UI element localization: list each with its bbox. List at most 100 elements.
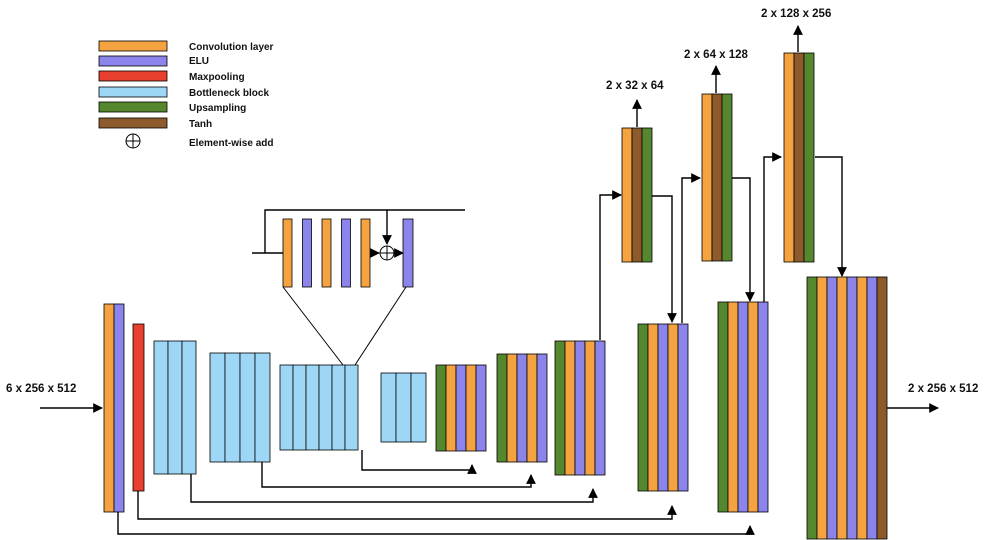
encoder-conv-elu-layer-conv [103, 303, 115, 513]
output-head-1-layer-tanh [631, 127, 643, 263]
legend-item-elu: ELU [98, 55, 209, 67]
to-head3-arrow [763, 152, 782, 302]
legend-label-maxpool: Maxpooling [189, 72, 245, 83]
bottleneck-group-4-layer-bottleneck [395, 372, 412, 443]
bottleneck-group-3-layer-bottleneck [305, 364, 320, 451]
output-head-1-layer-upsample [641, 127, 653, 263]
upsample-stage-1-layer-upsample [435, 364, 447, 452]
bottleneck-group-1-layer-bottleneck [153, 340, 169, 475]
legend-swatch-elu [98, 55, 168, 67]
head3-to-final-arrow [815, 156, 847, 277]
upsample-stage-1-layer-elu [455, 364, 467, 452]
decoder-stage-4-layer-conv [647, 323, 659, 492]
decoder-stage-4-layer-elu [657, 323, 669, 492]
upsample-stage-3-layer-conv [584, 340, 596, 476]
output-head-3-layer-upsample [803, 52, 815, 263]
output-head-1 [621, 127, 653, 263]
upsample-stage-1-layer-elu [475, 364, 487, 452]
bottleneck-detail-layer-conv [360, 218, 371, 288]
upsample-stage-2-layer-elu [516, 353, 528, 463]
bottleneck-group-3-layer-bottleneck [331, 364, 346, 451]
encoder-conv-elu-layer-elu [113, 303, 125, 513]
skip-connection-3 [190, 474, 598, 503]
final-stage-layer-conv [816, 276, 828, 540]
bottleneck-group-4-layer-bottleneck [410, 372, 427, 443]
legend-label-elu: ELU [189, 56, 209, 67]
bottleneck-group-1 [153, 340, 197, 475]
skip-connection-1 [361, 450, 477, 474]
upsample-stage-2-layer-conv [526, 353, 538, 463]
legend-item-tanh: Tanh [98, 117, 212, 130]
upsample-stage-2-layer-upsample [496, 353, 508, 463]
legend-item-conv: Convolution layer [98, 40, 274, 53]
upsample-stage-3-layer-elu [594, 340, 606, 476]
bottleneck-group-1-layer-bottleneck [181, 340, 197, 475]
decoder-stage-5-layer-conv [727, 301, 739, 513]
bottleneck-group-2-layer-bottleneck [224, 352, 241, 463]
legend-item-bottleneck: Bottleneck block [98, 86, 269, 99]
final-stage-layer-conv [856, 276, 868, 540]
upsample-stage-1 [435, 364, 487, 452]
bottleneck-group-4-layer-bottleneck [380, 372, 397, 443]
output1-shape-label: 2 x 32 x 64 [606, 80, 664, 92]
final-stage-layer-conv [836, 276, 848, 540]
legend-label-tanh: Tanh [189, 119, 212, 130]
legend-label-bottleneck: Bottleneck block [189, 88, 269, 99]
legend-label-upsample: Upsampling [189, 103, 246, 114]
head2-to-decoder5-arrow [732, 177, 755, 302]
bottleneck-detail-elu-layer-elu [402, 218, 414, 288]
upsample-stage-1-layer-conv [445, 364, 457, 452]
bottleneck-detail-layer-elu [341, 218, 351, 288]
legend-swatch-upsample [98, 101, 168, 113]
decoder-stage-5-layer-elu [737, 301, 749, 513]
upsample-stage-3-layer-elu [574, 340, 586, 476]
bottleneck-group-2-layer-bottleneck [209, 352, 226, 463]
legend-swatch-tanh [98, 117, 168, 129]
to-head2-arrow [681, 173, 701, 323]
output-head-2-layer-tanh [711, 93, 723, 262]
decoder-stage-5-layer-conv [747, 301, 759, 513]
output-head-3 [783, 52, 815, 263]
output-head-2-layer-upsample [721, 93, 733, 262]
decoder-stage-5 [717, 301, 769, 513]
bottleneck-group-3-layer-bottleneck [318, 364, 333, 451]
legend-item-add: Element-wise add [125, 133, 273, 149]
encoder-maxpool [132, 323, 145, 492]
bottleneck-group-2 [209, 352, 271, 463]
upsample-stage-2 [496, 353, 548, 463]
connections [40, 25, 939, 535]
decoder-stage-4-layer-elu [677, 323, 689, 492]
legend-item-maxpool: Maxpooling [98, 70, 245, 83]
legend: Convolution layer ELU Maxpooling Bottlen… [98, 40, 274, 149]
decoder-stage-4-layer-conv [667, 323, 679, 492]
bottleneck-detail-layer-conv [321, 218, 332, 288]
bottleneck-group-2-layer-bottleneck [254, 352, 271, 463]
encoder-maxpool-layer-maxpool [132, 323, 145, 492]
legend-swatch-conv [98, 40, 168, 52]
legend-swatch-maxpool [98, 70, 168, 82]
output-head-2-layer-conv [701, 93, 713, 262]
upsample-stage-3-layer-upsample [554, 340, 566, 476]
skip-connection-2 [261, 462, 536, 488]
final-stage-layer-upsample [806, 276, 818, 540]
final-stage-layer-elu [866, 276, 878, 540]
decoder-stage-4 [637, 323, 689, 492]
legend-label-add: Element-wise add [189, 138, 273, 149]
bottleneck-group-3-layer-bottleneck [292, 364, 307, 451]
bottleneck-detail-elu [402, 218, 414, 288]
zoom-line-right [354, 286, 407, 366]
output-head-2 [701, 93, 733, 262]
final-stage-layer-tanh [876, 276, 888, 540]
input-shape-label: 6 x 256 x 512 [6, 383, 76, 395]
upsample-stage-3-layer-conv [564, 340, 576, 476]
bottleneck-detail [282, 218, 371, 288]
head1-to-decoder4-arrow [652, 195, 677, 323]
upsample-stage-1-layer-conv [465, 364, 477, 452]
bottleneck-group-3-layer-bottleneck [279, 364, 294, 451]
bottleneck-group-1-layer-bottleneck [167, 340, 183, 475]
detail-shortcut-top [264, 209, 465, 253]
bottleneck-group-3 [279, 364, 359, 451]
to-head1-arrow [599, 190, 622, 340]
final-stage [806, 276, 888, 540]
bottleneck-group-2-layer-bottleneck [239, 352, 256, 463]
